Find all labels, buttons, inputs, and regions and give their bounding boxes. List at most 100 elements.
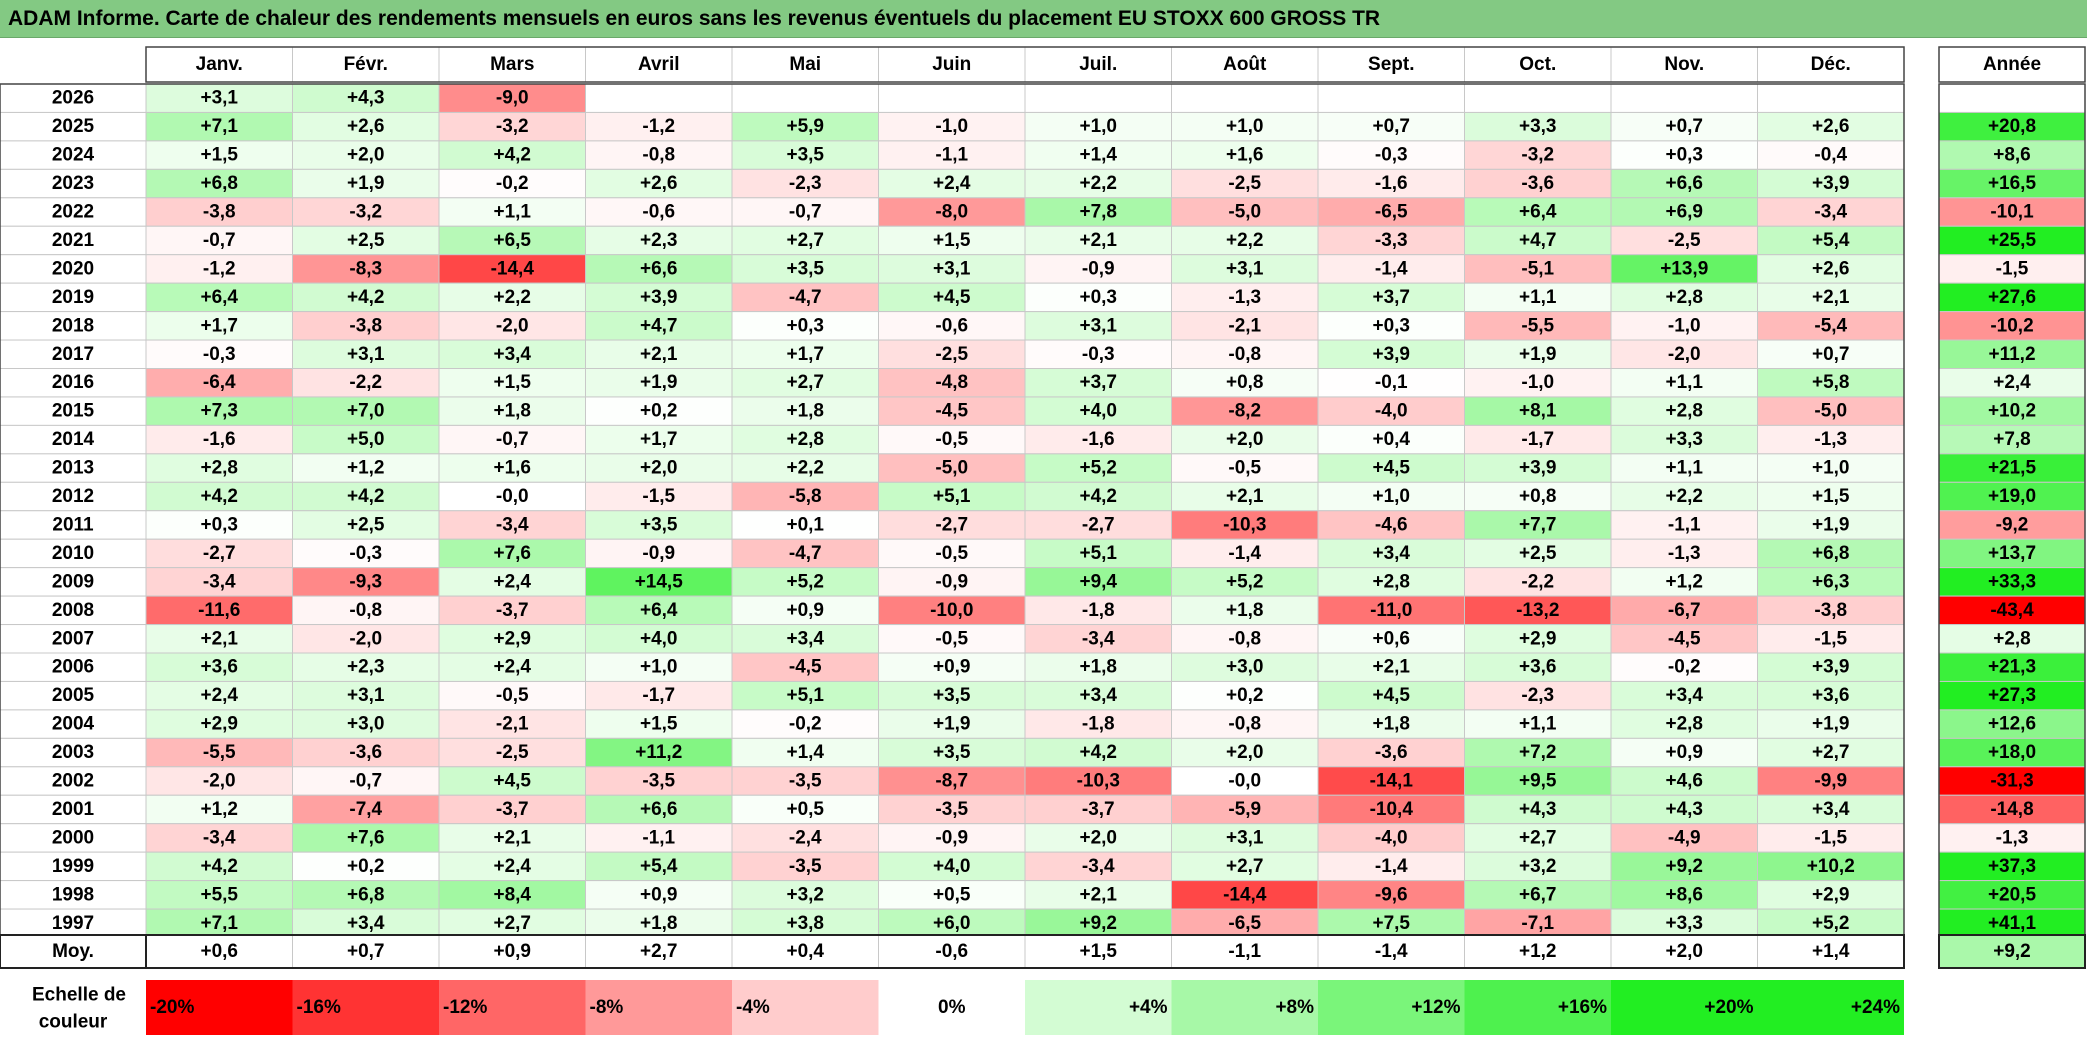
heatmap-value: +0,2 bbox=[1226, 685, 1264, 706]
heatmap-cell bbox=[145, 197, 293, 227]
heatmap-value: -0,8 bbox=[1228, 628, 1261, 649]
heatmap-value: +1,4 bbox=[786, 742, 824, 763]
heatmap-cell bbox=[731, 652, 879, 682]
heatmap-value: +1,0 bbox=[1812, 458, 1850, 479]
heatmap-cell bbox=[1610, 680, 1758, 711]
heatmap-value: +4,2 bbox=[1079, 486, 1117, 507]
heatmap-cell bbox=[438, 168, 586, 199]
heatmap-value: -3,5 bbox=[789, 771, 822, 792]
annual-value: +8,6 bbox=[1993, 145, 2031, 166]
heatmap-value: +2,0 bbox=[1226, 742, 1264, 763]
heatmap-value: +2,3 bbox=[640, 230, 678, 251]
heatmap-cell bbox=[731, 766, 879, 796]
heatmap-value: +2,7 bbox=[786, 372, 824, 393]
heatmap-value: +1,1 bbox=[493, 202, 531, 223]
heatmap-cell bbox=[1024, 254, 1172, 284]
heatmap-cell bbox=[1317, 908, 1465, 938]
heatmap-cell bbox=[1024, 766, 1172, 796]
heatmap-value: +2,9 bbox=[1519, 628, 1557, 649]
heatmap-cell bbox=[1317, 111, 1465, 142]
heatmap-value: +2,0 bbox=[1226, 429, 1264, 450]
heatmap-value: +2,9 bbox=[1812, 884, 1850, 905]
heatmap-value: -3,2 bbox=[1521, 145, 1554, 166]
annual-value: -10,2 bbox=[1990, 315, 2033, 336]
heatmap-cell bbox=[1757, 709, 1905, 739]
heatmap-value: +7,1 bbox=[200, 913, 238, 934]
heatmap-value: -10,4 bbox=[1370, 799, 1414, 820]
heatmap-cell bbox=[585, 510, 733, 540]
average-cell bbox=[731, 934, 879, 969]
annual-cell bbox=[1938, 766, 2086, 796]
heatmap-cell bbox=[585, 595, 733, 626]
heatmap-value: -3,8 bbox=[349, 315, 382, 336]
heatmap-value: +0,3 bbox=[1665, 145, 1703, 166]
heatmap-cell bbox=[878, 624, 1026, 654]
heatmap-cell bbox=[1757, 168, 1905, 199]
heatmap-value: -3,4 bbox=[203, 827, 236, 848]
heatmap-value: -4,7 bbox=[789, 543, 822, 564]
heatmap-cell bbox=[438, 680, 586, 711]
heatmap-value: -2,2 bbox=[1521, 571, 1554, 592]
average-value: -1,4 bbox=[1375, 941, 1408, 962]
heatmap-cell bbox=[145, 168, 293, 199]
heatmap-value: +2,9 bbox=[493, 628, 531, 649]
heatmap-cell bbox=[145, 254, 293, 284]
heatmap-value: +3,4 bbox=[493, 344, 531, 365]
heatmap-value: +4,6 bbox=[1665, 771, 1703, 792]
heatmap-cell bbox=[585, 737, 733, 768]
annual-value: +41,1 bbox=[1988, 913, 2037, 934]
annual-cell bbox=[1938, 595, 2086, 626]
heatmap-value: +2,5 bbox=[347, 514, 385, 535]
heatmap-value: +1,5 bbox=[1812, 486, 1850, 507]
heatmap-value: +2,6 bbox=[640, 173, 678, 194]
heatmap-cell bbox=[1610, 368, 1758, 398]
year-label: 2024 bbox=[52, 145, 95, 166]
heatmap-value: -3,6 bbox=[1521, 173, 1554, 194]
year-label: 2022 bbox=[52, 202, 94, 223]
heatmap-value: +1,5 bbox=[493, 372, 531, 393]
heatmap-cell bbox=[1171, 481, 1319, 512]
heatmap-value: +6,4 bbox=[640, 600, 678, 621]
heatmap-value: +3,6 bbox=[1812, 685, 1850, 706]
heatmap-value: -11,6 bbox=[198, 600, 240, 621]
heatmap-cell bbox=[1024, 680, 1172, 711]
year-label: 2012 bbox=[52, 486, 94, 507]
year-label: 2010 bbox=[52, 543, 94, 564]
heatmap-cell bbox=[1317, 168, 1465, 199]
heatmap-value: +5,5 bbox=[200, 884, 238, 905]
month-header-label: Août bbox=[1223, 54, 1267, 75]
heatmap-cell bbox=[1024, 368, 1172, 398]
heatmap-value: -0,3 bbox=[203, 344, 236, 365]
heatmap-value: +3,1 bbox=[1226, 258, 1264, 279]
heatmap-value: +6,7 bbox=[1519, 884, 1557, 905]
heatmap-value: +2,2 bbox=[1665, 486, 1703, 507]
annual-cell bbox=[1938, 709, 2086, 739]
heatmap-cell bbox=[731, 908, 879, 938]
heatmap-cell bbox=[1757, 481, 1905, 512]
heatmap-cell bbox=[878, 538, 1026, 569]
heatmap-value: +4,3 bbox=[347, 88, 385, 109]
year-label: 2014 bbox=[52, 429, 95, 450]
heatmap-value: +3,5 bbox=[640, 514, 678, 535]
heatmap-value: -4,9 bbox=[1668, 827, 1701, 848]
heatmap-cell bbox=[1610, 595, 1758, 626]
heatmap-value: -4,7 bbox=[789, 287, 822, 308]
average-value: +0,4 bbox=[786, 941, 824, 962]
heatmap-cell bbox=[1317, 766, 1465, 796]
heatmap-value: -2,5 bbox=[935, 344, 968, 365]
heatmap-value: -6,7 bbox=[1668, 600, 1701, 621]
heatmap-cell bbox=[1317, 510, 1465, 540]
scale-label: +12% bbox=[1411, 997, 1460, 1018]
heatmap-value: +3,4 bbox=[1079, 685, 1117, 706]
heatmap-cell bbox=[1757, 453, 1905, 483]
heatmap-value: +4,2 bbox=[493, 145, 531, 166]
heatmap-value: +0,7 bbox=[1665, 116, 1703, 137]
annual-value: +2,8 bbox=[1993, 628, 2031, 649]
heatmap-value: +3,1 bbox=[933, 258, 971, 279]
heatmap-value: +14,5 bbox=[635, 571, 684, 592]
year-label: 2020 bbox=[52, 258, 94, 279]
heatmap-value: +2,4 bbox=[493, 856, 531, 877]
heatmap-value: +0,3 bbox=[200, 514, 238, 535]
month-header-label: Mars bbox=[490, 54, 534, 75]
heatmap-value: -0,5 bbox=[496, 685, 529, 706]
